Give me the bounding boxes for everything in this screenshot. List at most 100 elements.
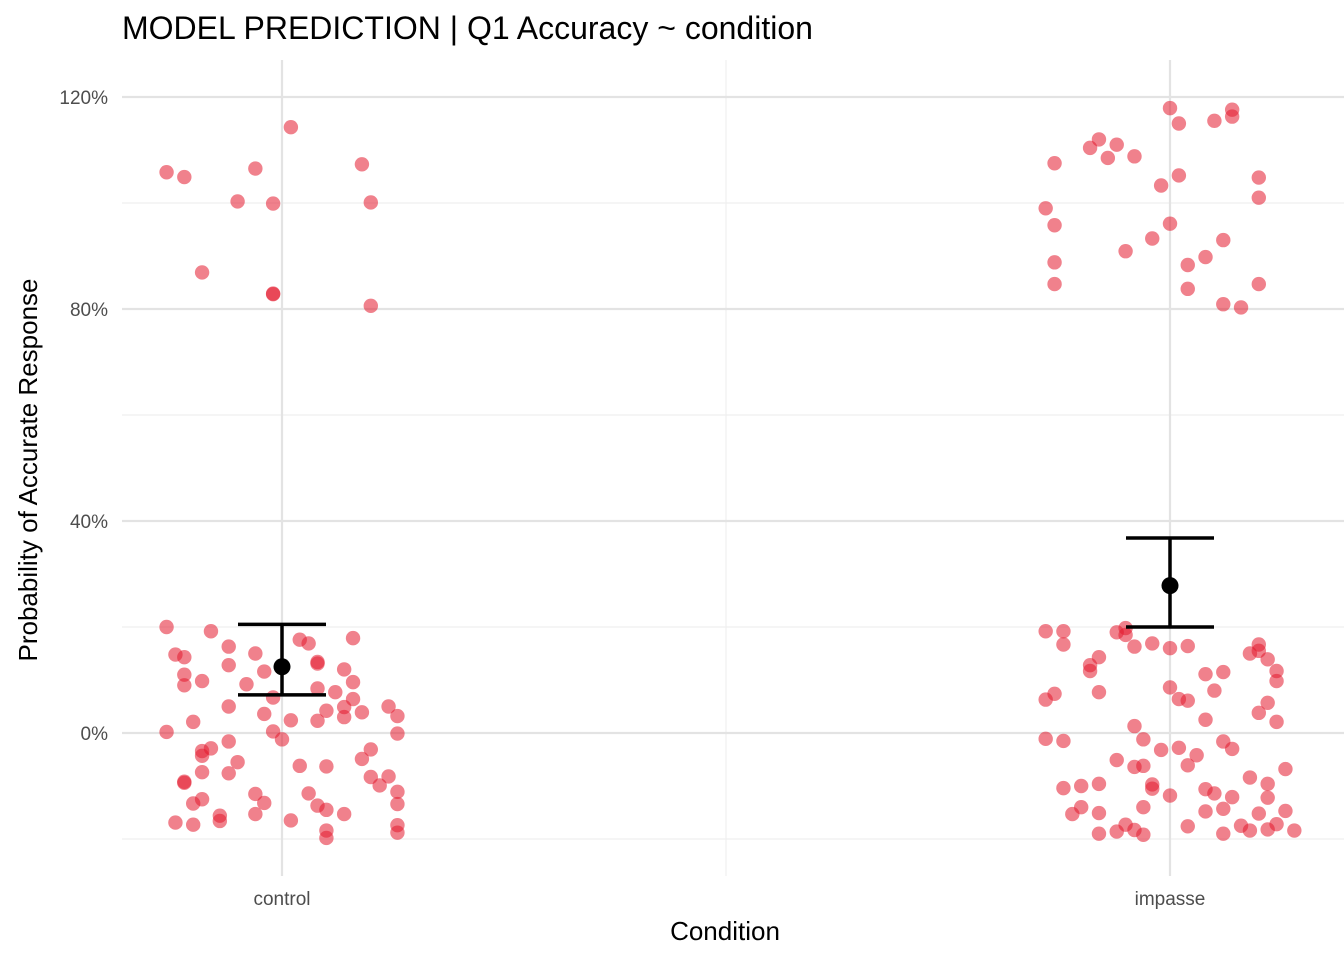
y-axis-title: Probability of Accurate Response [13,279,43,662]
data-point-control [336,709,352,725]
data-point-impasse [1251,276,1267,292]
data-point-impasse [1136,800,1151,815]
data-point-control [301,786,316,801]
data-point-impasse [1136,827,1151,842]
data-point-impasse [1207,786,1222,801]
data-point-control [363,195,378,210]
data-point-impasse [1180,758,1195,773]
data-point-control [265,690,281,705]
data-point-control [301,636,316,651]
data-point-impasse [1180,693,1195,708]
data-point-control [248,786,263,802]
data-point-impasse [1260,790,1275,805]
data-point-control [194,765,210,780]
data-point-impasse [1216,664,1231,680]
data-point-impasse [1056,780,1071,796]
data-point-impasse [1082,657,1098,673]
data-point-impasse [1251,190,1267,205]
data-point-control [159,724,174,740]
data-point-impasse [1162,100,1178,116]
data-point-impasse [1224,741,1240,757]
data-point-impasse [1216,801,1231,816]
data-point-impasse [1047,276,1062,292]
estimate-point-control [273,658,291,676]
data-point-impasse [1216,826,1231,841]
data-point-control [363,742,378,757]
data-point-impasse [1091,805,1107,821]
data-point-control [221,657,236,673]
data-point-impasse [1171,740,1187,756]
data-point-impasse [1242,646,1258,661]
data-point-impasse [1056,733,1071,749]
data-point-impasse [1109,752,1124,768]
x-axis-ticks: control impasse [253,889,1205,910]
data-point-impasse [1091,826,1107,841]
chart-title: MODEL PREDICTION | Q1 Accuracy ~ conditi… [122,10,813,46]
data-point-control [381,769,396,784]
data-point-control [265,286,281,301]
data-point-control [159,619,174,635]
data-point-impasse [1127,639,1142,654]
x-tick-label: impasse [1135,889,1206,910]
data-point-impasse [1224,789,1240,805]
data-point-impasse [1207,113,1222,129]
data-point-control [248,806,263,822]
data-point-control [194,748,210,763]
y-tick-label: 0% [81,724,109,745]
x-axis-title: Condition [670,916,780,946]
data-point-impasse [1153,742,1169,758]
data-point-impasse [1251,806,1267,821]
data-point-control [221,699,236,714]
data-point-control [257,664,272,679]
y-tick-label: 40% [70,512,108,533]
data-point-impasse [1180,819,1195,834]
data-point-control [319,703,334,718]
data-point-impasse [1145,777,1160,792]
data-point-control [354,751,370,767]
data-point-control [177,667,192,682]
data-point-impasse [1047,255,1062,270]
data-point-control [257,706,272,722]
data-point-impasse [1065,806,1080,822]
data-points [159,100,1302,846]
data-point-control [363,298,378,314]
data-point-impasse [1251,705,1267,721]
data-point-control [310,713,325,729]
data-point-impasse [1118,620,1133,636]
data-point-control [292,758,307,774]
data-point-impasse [1162,216,1178,231]
data-point-impasse [1109,824,1124,839]
data-point-impasse [1180,257,1195,273]
data-point-control [328,684,343,700]
data-point-control [310,656,325,671]
data-point-impasse [1118,244,1133,259]
data-point-impasse [1278,761,1293,777]
data-point-impasse [1162,680,1178,695]
data-point-control [336,662,352,677]
data-point-control [381,699,396,714]
data-point-impasse [1224,109,1240,124]
data-point-impasse [1038,201,1053,216]
data-point-control [230,194,245,209]
data-point-control [283,813,299,828]
data-point-impasse [1091,684,1107,700]
data-point-control [186,714,201,730]
data-point-impasse [1180,638,1195,654]
data-point-impasse [1233,300,1249,315]
y-axis-ticks: 0% 40% 80% 120% [59,88,108,745]
data-point-impasse [1207,683,1222,698]
data-point-control [390,726,405,741]
data-point-impasse [1242,823,1258,838]
data-point-impasse [1269,663,1284,679]
data-point-control [221,766,236,781]
data-point-control [390,784,405,800]
data-point-impasse [1127,718,1142,734]
estimate-point-impasse [1161,577,1179,595]
data-point-control [221,734,236,749]
data-point-control [336,699,352,715]
data-point-impasse [1056,637,1071,652]
y-tick-label: 80% [70,300,108,321]
data-point-impasse [1260,822,1275,837]
data-point-control [390,825,405,840]
data-point-impasse [1269,714,1284,730]
